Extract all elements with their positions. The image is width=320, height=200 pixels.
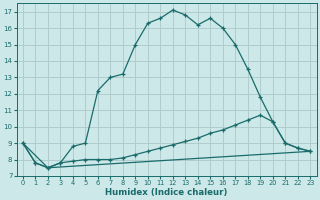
X-axis label: Humidex (Indice chaleur): Humidex (Indice chaleur) bbox=[105, 188, 228, 197]
